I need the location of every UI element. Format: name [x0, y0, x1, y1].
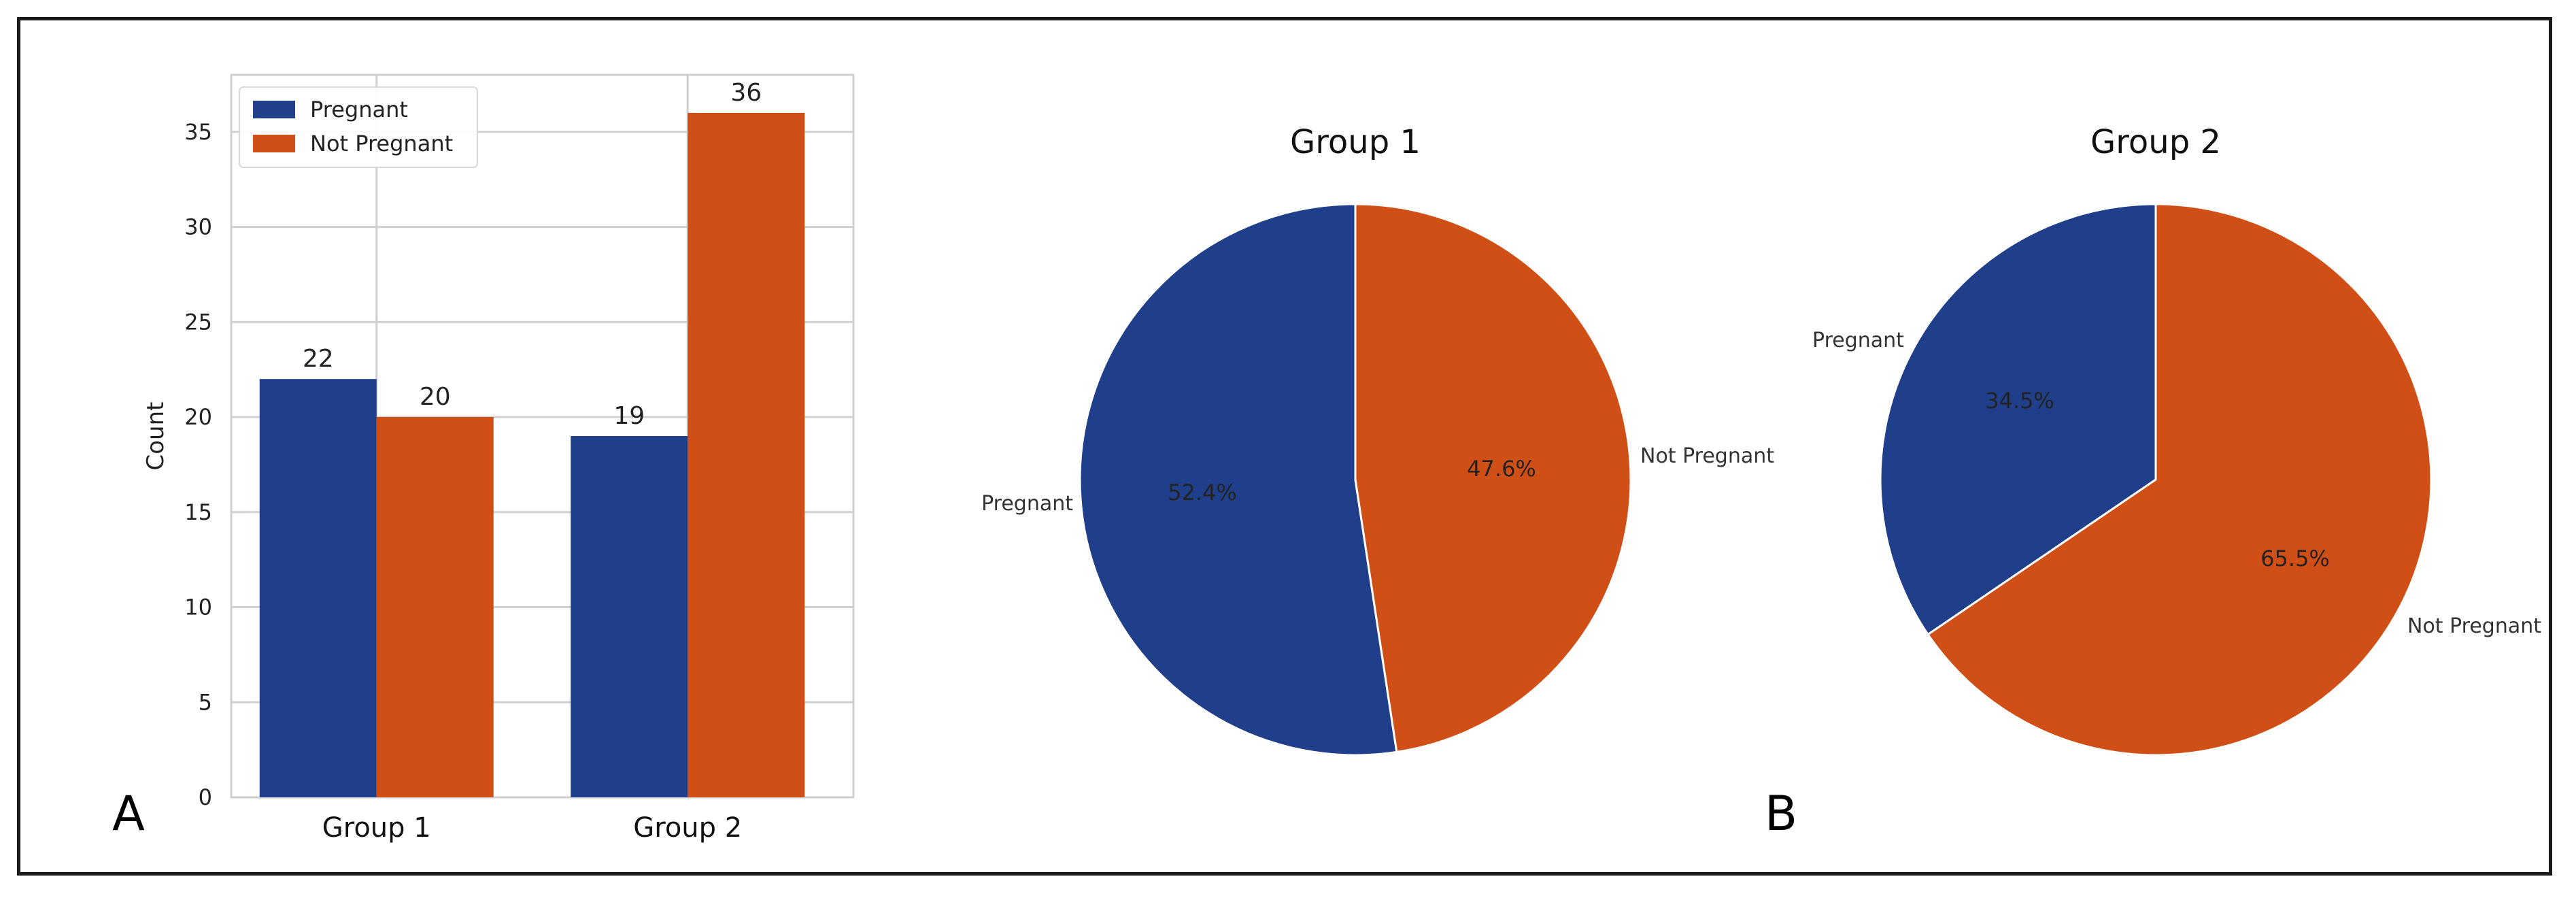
- panel-label-a: A: [112, 786, 145, 842]
- legend-swatch: [253, 135, 295, 152]
- legend-swatch: [253, 101, 295, 118]
- bar-chart-x-ticks: Group 1 Group 2: [322, 812, 742, 844]
- bar-pregnant-1: [259, 379, 377, 797]
- bar-data-label: 20: [420, 383, 451, 411]
- y-tick-label: 30: [184, 214, 212, 240]
- y-tick-label: 25: [184, 309, 212, 335]
- bar-data-label: 19: [613, 402, 645, 430]
- y-tick-label: 35: [184, 119, 212, 145]
- legend-entry: Not Pregnant: [310, 131, 453, 156]
- y-tick-label: 20: [184, 404, 212, 430]
- bar-data-label: 36: [730, 79, 762, 107]
- y-tick-label: 10: [184, 595, 212, 620]
- pie-percent-label: 47.6%: [1467, 456, 1536, 482]
- y-tick-label: 0: [199, 784, 212, 810]
- pie-label: Not Pregnant: [1640, 444, 1774, 468]
- panel-label-b: B: [1765, 786, 1797, 842]
- pie-percent-label: 34.5%: [1985, 388, 2054, 414]
- bar-not-pregnant-2: [688, 112, 805, 798]
- bar-chart-plot-area: [230, 73, 855, 799]
- pie-slice-pregnant: [1879, 203, 2157, 636]
- pie-label: Pregnant: [981, 492, 1073, 516]
- x-tick-label: Group 1: [322, 812, 431, 844]
- pie-chart-title: Group 1: [1290, 123, 1421, 161]
- bar-chart-y-ticks: 0 5 10 15 20 25 30 35: [184, 119, 212, 810]
- legend-entry: Pregnant: [310, 97, 408, 122]
- pie-percent-label: 65.5%: [2260, 546, 2330, 571]
- legend-box: [239, 86, 478, 168]
- pie-chart-group-2: Group 2 Pregnant 34.5% Not Pregnant 65.5%: [1812, 123, 2541, 756]
- bar-chart-y-axis-label: Count: [142, 402, 169, 471]
- pie-percent-label: 52.4%: [1168, 480, 1237, 505]
- bar-pregnant-2: [571, 436, 688, 797]
- y-tick-label: 5: [199, 689, 212, 715]
- pie-slice-not-pregnant: [1354, 203, 1632, 754]
- bar-chart-data-labels: 22 19 20 36: [303, 79, 762, 430]
- bar-chart: 0 5 10 15 20 25 30 35 Group 1 Group 2 22 19 20 36 C…: [142, 73, 855, 844]
- pie-slice-not-pregnant: [1926, 203, 2433, 756]
- bar-not-pregnant-1: [376, 417, 494, 797]
- bar-chart-legend: Pregnant Not Pregnant: [239, 86, 478, 168]
- pie-label: Pregnant: [1812, 329, 1904, 352]
- y-tick-label: 15: [184, 499, 212, 525]
- pie-slice-pregnant: [1079, 203, 1398, 756]
- bar-chart-bars: [259, 112, 805, 798]
- bar-data-label: 22: [303, 345, 334, 373]
- x-tick-label: Group 2: [633, 812, 742, 844]
- pie-chart-title: Group 2: [2090, 123, 2221, 161]
- pie-label: Not Pregnant: [2407, 614, 2541, 638]
- pie-chart-group-1: Group 1 Pregnant 52.4% Not Pregnant 47.6%: [981, 123, 1774, 756]
